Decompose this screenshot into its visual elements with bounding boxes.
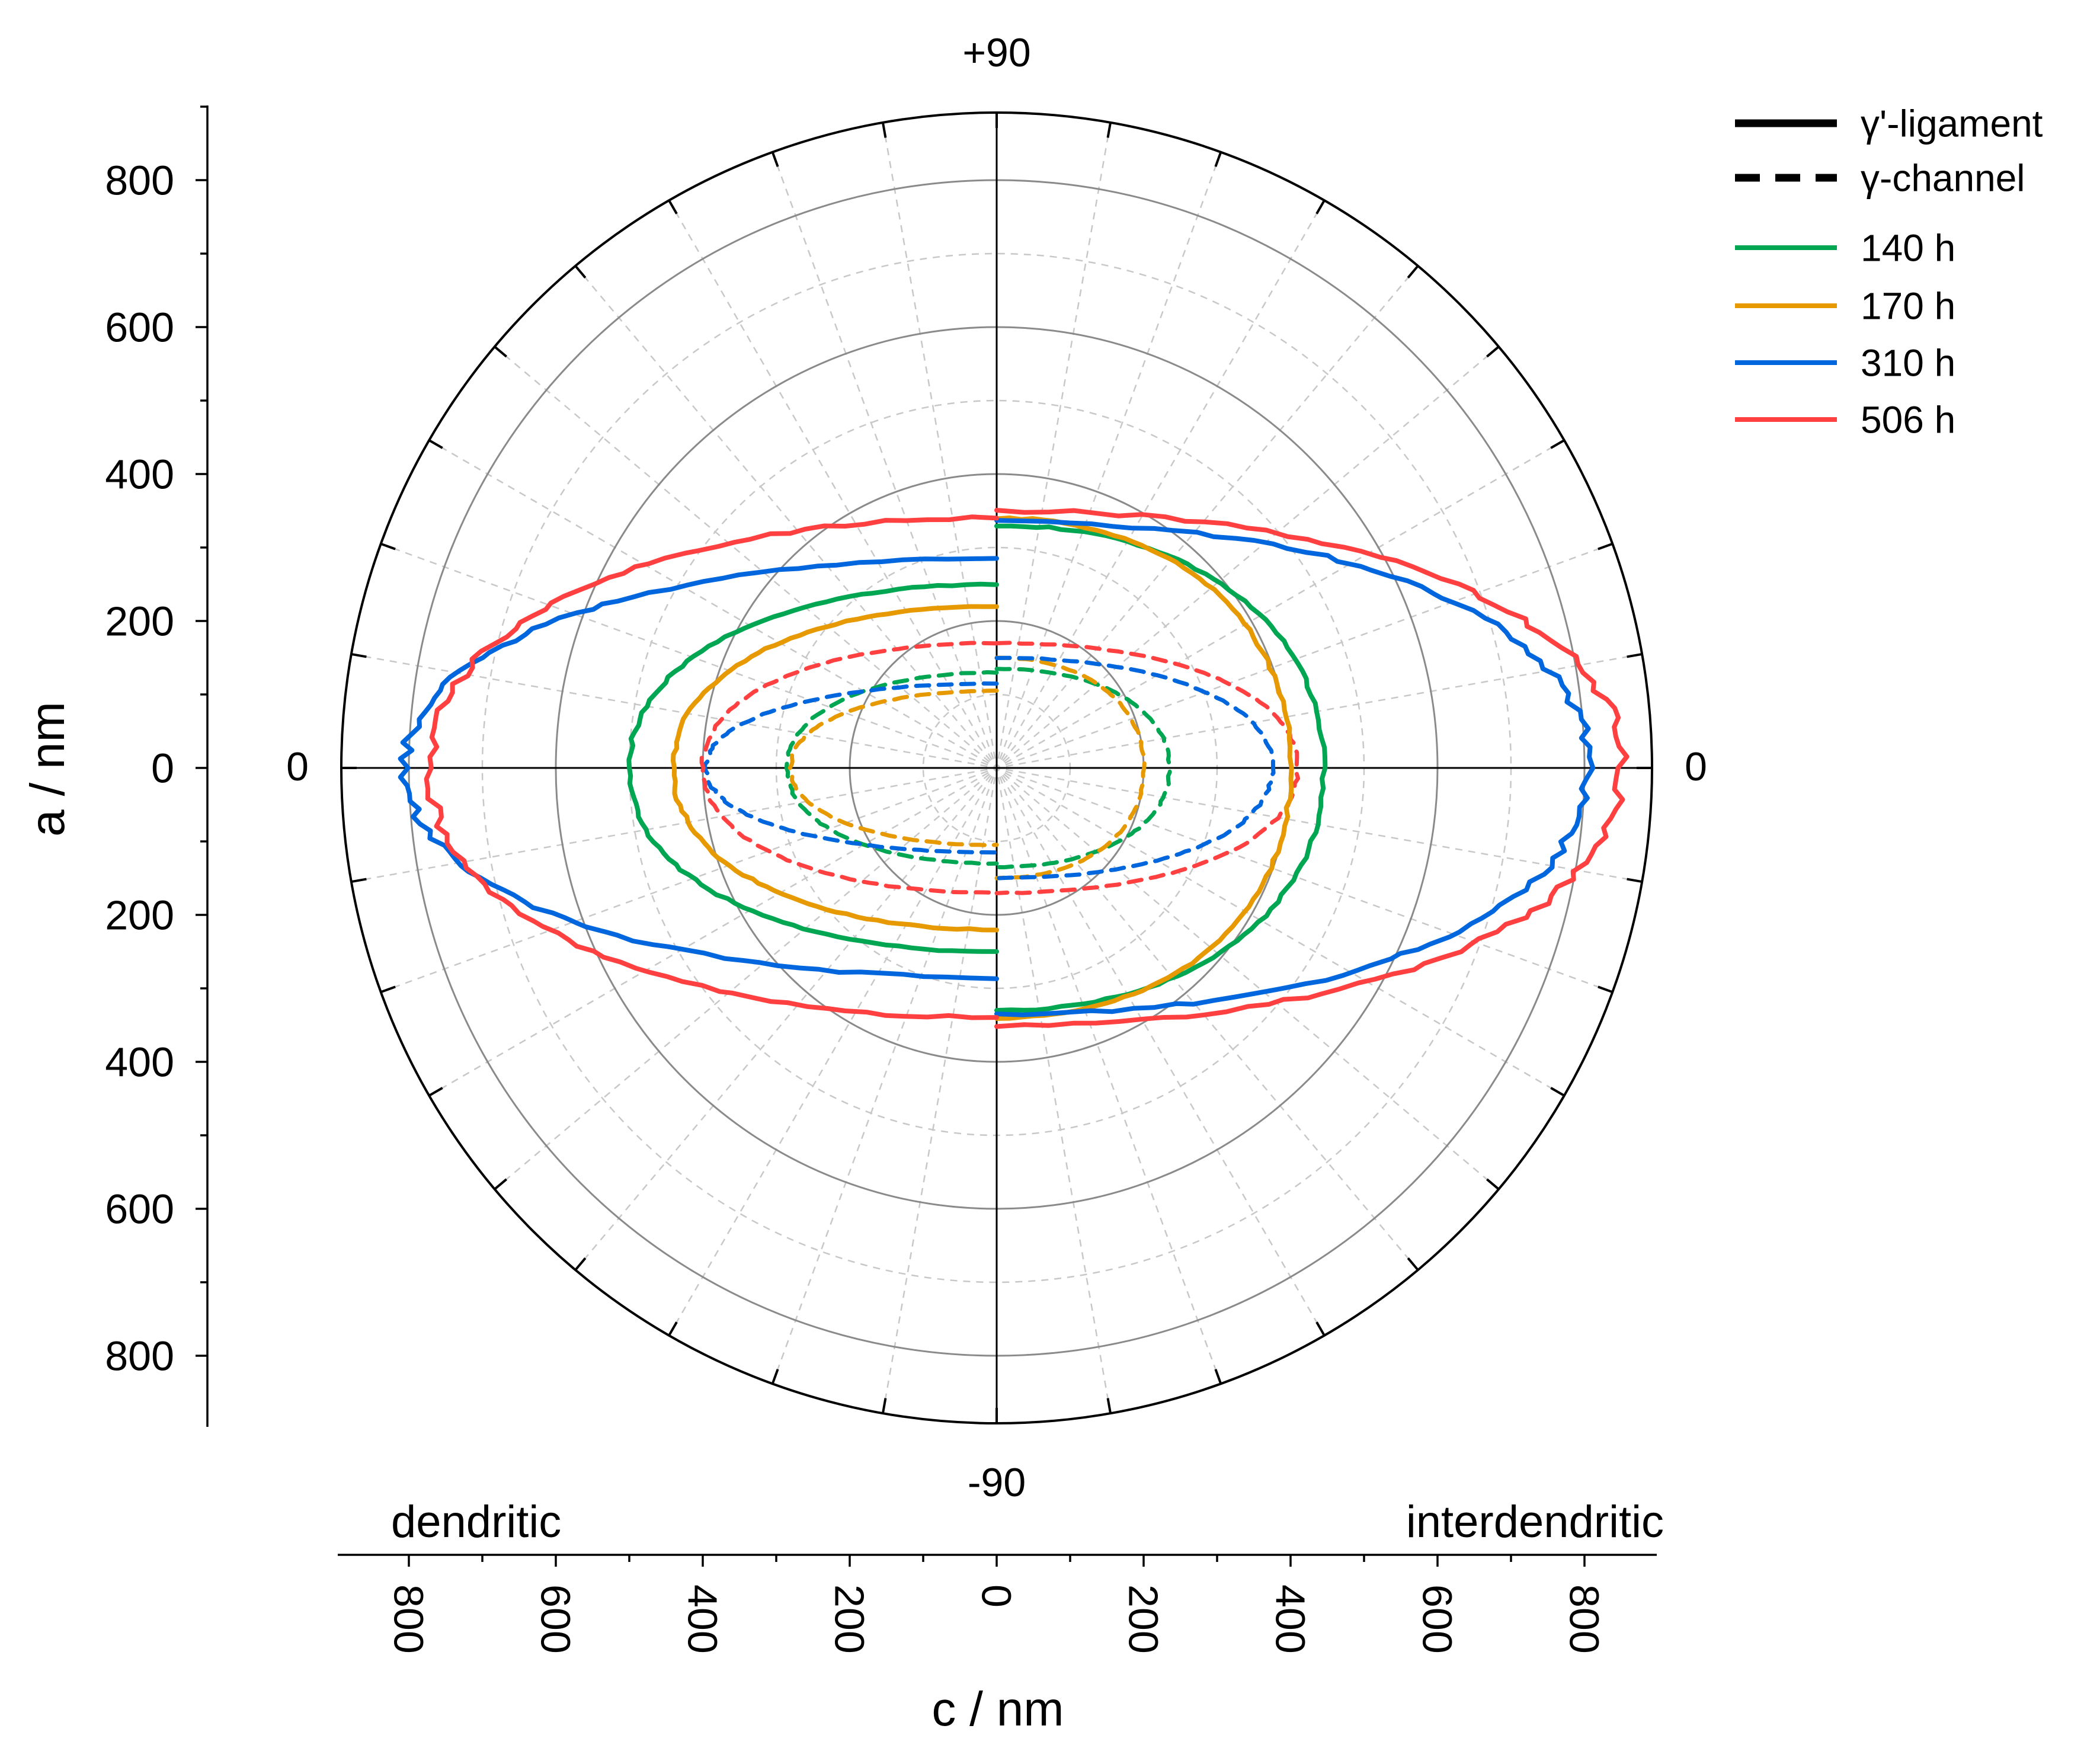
y-tick-label: 600	[105, 305, 174, 351]
x-tick-label: 600	[1414, 1584, 1461, 1654]
angle-tick	[1407, 265, 1419, 278]
x-tick-label: 600	[533, 1584, 579, 1654]
y-tick-label: 400	[105, 1039, 174, 1086]
x-axis: 800 600 400 200 0 200 400 600 800	[338, 1554, 1657, 1654]
angle-label-bottom: -90	[968, 1460, 1026, 1505]
angle-tick	[351, 878, 367, 883]
angle-tick	[380, 985, 396, 994]
legend-label-170h: 170 h	[1861, 284, 1955, 327]
angle-tick	[1550, 1087, 1565, 1097]
curve-ligament-170h-interdendritic	[994, 516, 1294, 1021]
y-tick-label: 800	[105, 1333, 174, 1379]
curve-ligament-310h-dendritic	[398, 556, 999, 981]
angle-tick	[380, 542, 396, 550]
curve-ligament-310h-interdendritic	[994, 518, 1596, 1017]
angle-tick	[574, 1257, 587, 1271]
angle-tick	[428, 439, 443, 449]
x-tick-label: 0	[974, 1584, 1020, 1608]
angle-tick	[771, 152, 779, 167]
angle-tick	[574, 265, 587, 278]
angle-label-left: 0	[286, 744, 309, 789]
legend-label-channel: γ-channel	[1861, 156, 2025, 199]
angle-tick	[1315, 1321, 1326, 1336]
legend-label-ligament: γ'-ligament	[1861, 102, 2043, 145]
curve-channel-310h-interdendritic	[994, 655, 1276, 881]
legend-label-506h: 506 h	[1861, 398, 1955, 441]
x-axis-title: c / nm	[931, 1682, 1064, 1736]
angle-tick	[494, 345, 507, 358]
y-tick-label: 800	[105, 158, 174, 204]
angle-tick	[881, 1398, 887, 1414]
angle-label-right: 0	[1685, 744, 1707, 789]
angle-tick	[1315, 200, 1326, 215]
angle-tick	[1106, 122, 1112, 138]
x-tick-label: 400	[1267, 1584, 1314, 1654]
angle-tick	[668, 1321, 678, 1336]
angle-tick	[1598, 985, 1613, 994]
side-label-interdendritic: interdendritic	[1406, 1497, 1664, 1547]
angle-tick	[1407, 1257, 1419, 1271]
y-tick-label: 600	[105, 1186, 174, 1232]
angle-tick	[1627, 652, 1643, 658]
legend: γ'-ligament γ-channel 140 h 170 h 310 h …	[1735, 102, 2043, 441]
angle-tick	[428, 1087, 443, 1097]
x-tick-label: 200	[1121, 1584, 1167, 1654]
angle-tick	[1627, 878, 1643, 883]
curve-channel-170h-interdendritic	[994, 655, 1147, 881]
x-tick-label: 400	[680, 1584, 726, 1654]
curve-channel-140h-interdendritic	[994, 667, 1172, 870]
angle-tick	[771, 1369, 779, 1384]
angle-tick	[1486, 345, 1500, 358]
angle-tick	[494, 1178, 507, 1190]
curve-channel-506h-interdendritic	[994, 641, 1301, 895]
angle-tick	[1214, 152, 1222, 167]
data-curves	[398, 508, 1630, 1029]
angle-tick	[668, 200, 678, 215]
x-tick-label: 800	[386, 1584, 432, 1654]
curve-ligament-140h-dendritic	[626, 581, 999, 954]
side-label-dendritic: dendritic	[391, 1497, 561, 1547]
curve-ligament-506h-dendritic	[424, 514, 999, 1020]
y-tick-label: 200	[105, 598, 174, 645]
curve-channel-506h-dendritic	[699, 641, 999, 895]
legend-label-310h: 310 h	[1861, 341, 1955, 384]
polar-grid	[341, 113, 1652, 1423]
curve-channel-170h-dendritic	[787, 689, 999, 848]
angle-tick	[351, 652, 367, 658]
polar-frame	[340, 111, 1653, 1424]
angle-tick	[1106, 1398, 1112, 1414]
y-tick-label: 200	[105, 892, 174, 939]
curve-ligament-170h-dendritic	[671, 604, 999, 933]
x-tick-label: 800	[1561, 1584, 1608, 1654]
angle-tick	[1486, 1178, 1500, 1190]
y-axis-title: a / nm	[21, 702, 75, 837]
angle-tick	[1214, 1369, 1222, 1384]
y-tick-label: 0	[151, 745, 174, 792]
angle-tick	[1550, 439, 1565, 449]
x-tick-label: 200	[827, 1584, 873, 1654]
y-tick-label: 400	[105, 452, 174, 498]
curve-channel-140h-dendritic	[784, 670, 999, 866]
curve-ligament-506h-interdendritic	[994, 508, 1630, 1029]
legend-label-140h: 140 h	[1861, 226, 1955, 269]
y-axis: 800 600 400 200 0 200 400 600 800	[105, 105, 209, 1427]
angle-tick	[1598, 542, 1613, 550]
angle-label-top: +90	[962, 30, 1030, 75]
angle-tick	[881, 122, 887, 138]
